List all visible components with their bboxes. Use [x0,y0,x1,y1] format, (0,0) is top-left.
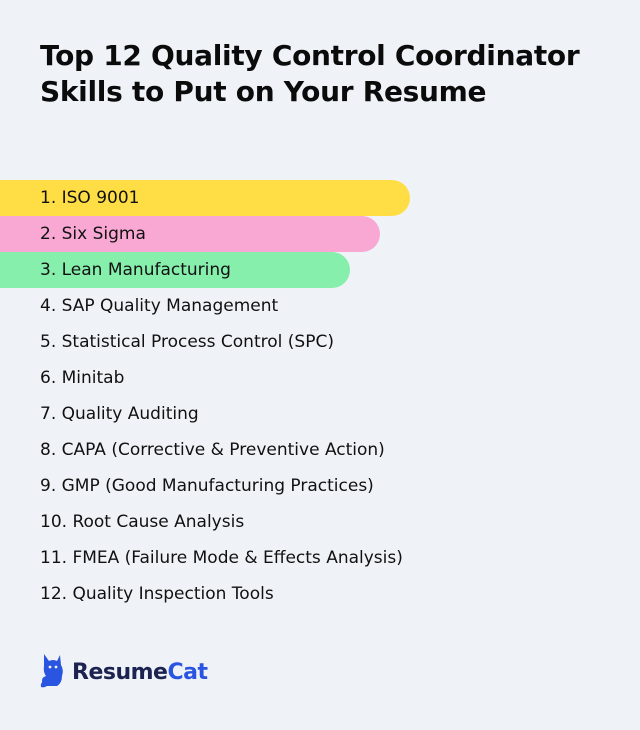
skill-label: 10. Root Cause Analysis [40,512,245,532]
skill-highlight [0,252,350,288]
skill-highlight [0,180,410,216]
list-item: 4. SAP Quality Management [0,288,640,324]
skill-label: 3. Lean Manufacturing [40,260,231,280]
list-item: 10. Root Cause Analysis [0,504,640,540]
skill-label: 2. Six Sigma [40,224,146,244]
brand-logo: ResumeCat [40,652,208,692]
skill-label: 12. Quality Inspection Tools [40,584,274,604]
skill-highlight [0,216,380,252]
brand-name: ResumeCat [72,659,208,685]
list-item: 12. Quality Inspection Tools [0,576,640,612]
skill-label: 11. FMEA (Failure Mode & Effects Analysi… [40,548,403,568]
list-item: 6. Minitab [0,360,640,396]
list-item: 11. FMEA (Failure Mode & Effects Analysi… [0,540,640,576]
skill-label: 9. GMP (Good Manufacturing Practices) [40,476,374,496]
list-item: 8. CAPA (Corrective & Preventive Action) [0,432,640,468]
list-item: 5. Statistical Process Control (SPC) [0,324,640,360]
skill-label: 5. Statistical Process Control (SPC) [40,332,334,352]
list-item: 2. Six Sigma [0,216,640,252]
skills-list: 1. ISO 9001 2. Six Sigma 3. Lean Manufac… [0,180,640,612]
list-item: 3. Lean Manufacturing [0,252,640,288]
skill-label: 7. Quality Auditing [40,404,199,424]
skill-label: 4. SAP Quality Management [40,296,279,316]
page-title: Top 12 Quality Control Coordinator Skill… [40,39,580,108]
cat-logo-icon [40,652,66,692]
skill-label: 8. CAPA (Corrective & Preventive Action) [40,440,385,460]
skill-label: 1. ISO 9001 [40,188,140,208]
list-item: 9. GMP (Good Manufacturing Practices) [0,468,640,504]
list-item: 7. Quality Auditing [0,396,640,432]
skill-label: 6. Minitab [40,368,125,388]
list-item: 1. ISO 9001 [0,180,640,216]
